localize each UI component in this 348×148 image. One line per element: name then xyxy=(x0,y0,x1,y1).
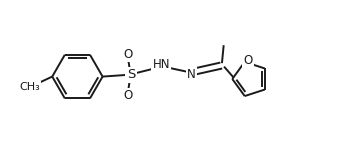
Text: O: O xyxy=(124,89,133,102)
Text: S: S xyxy=(127,68,135,81)
Text: N: N xyxy=(187,68,196,81)
Text: O: O xyxy=(124,48,133,61)
Text: HN: HN xyxy=(152,58,170,71)
Text: O: O xyxy=(244,54,253,67)
Text: CH₃: CH₃ xyxy=(19,82,40,92)
